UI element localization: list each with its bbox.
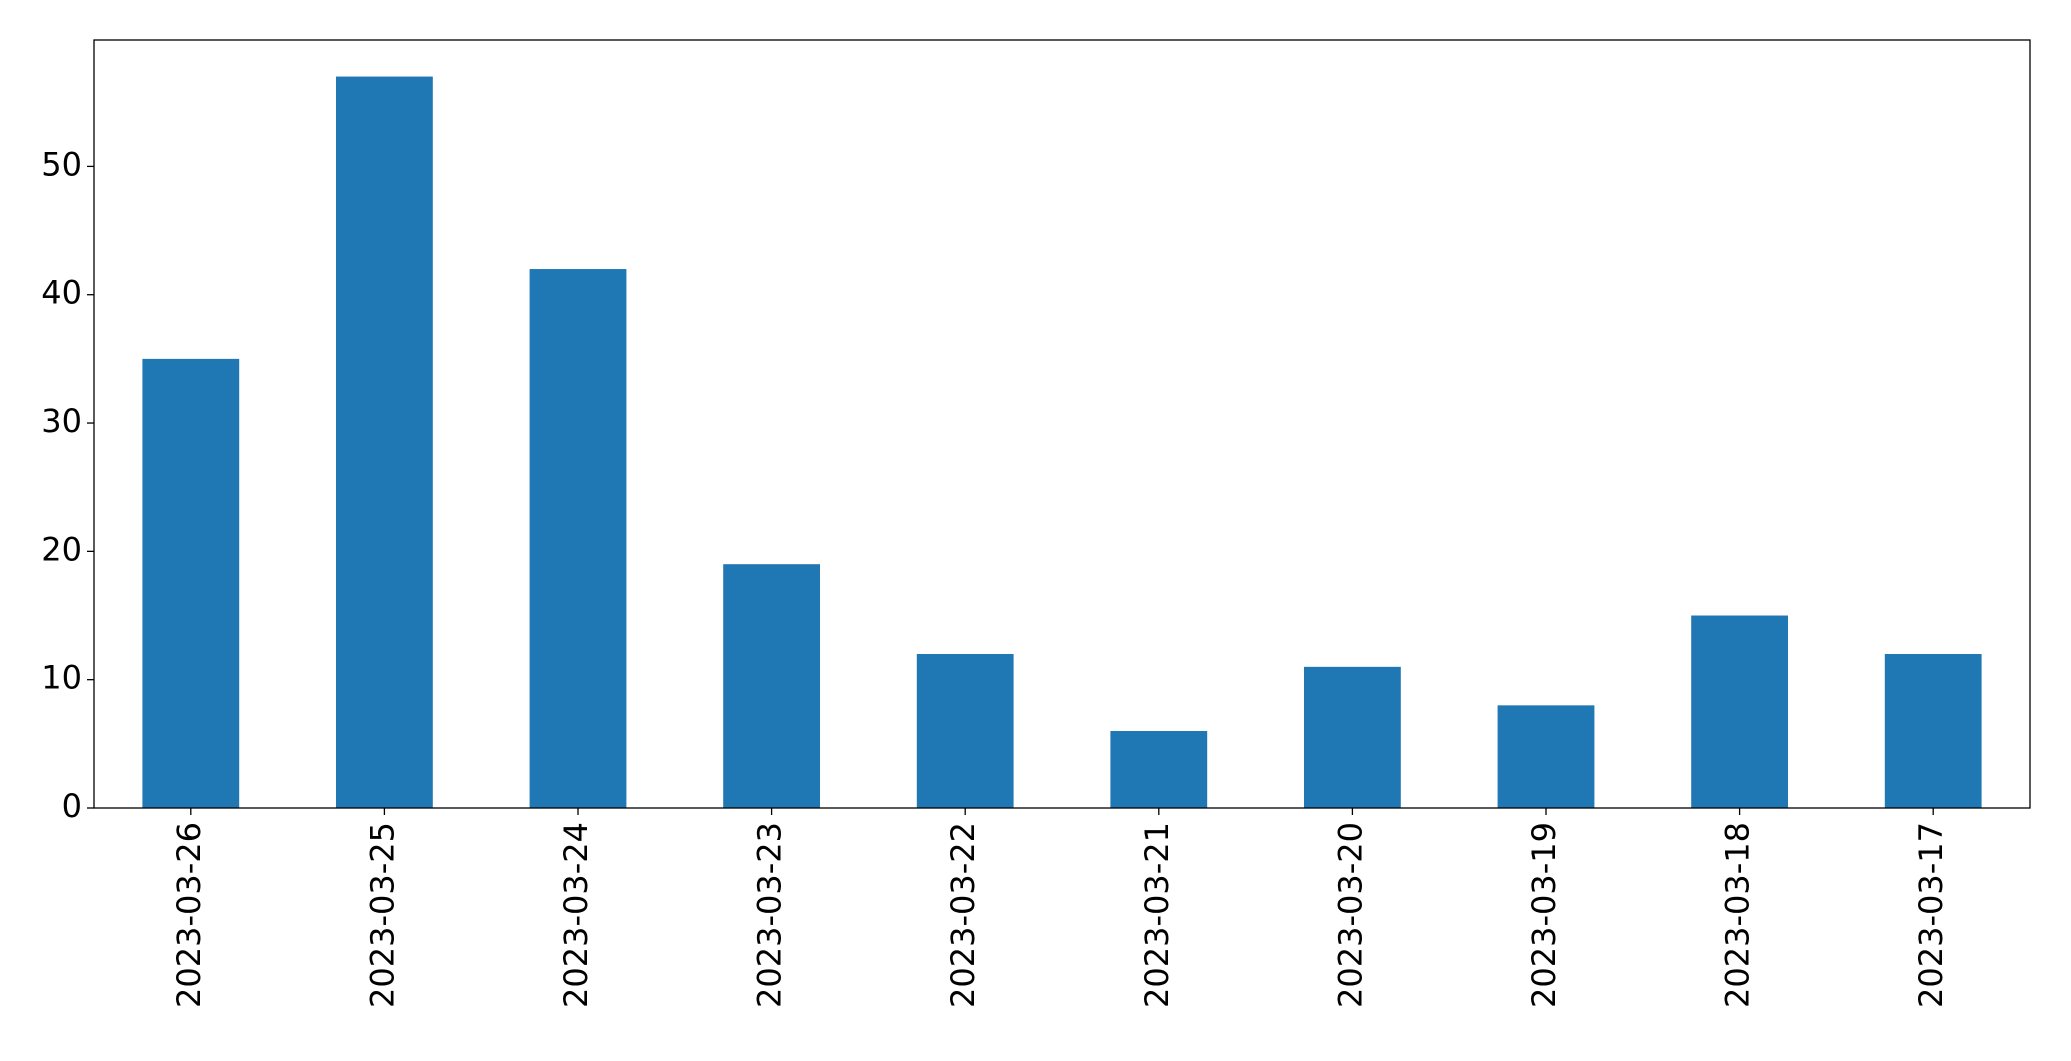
x-tick-label: 2023-03-18 [1719,822,1757,1008]
x-tick-label: 2023-03-25 [363,822,401,1008]
bar [1691,615,1788,808]
bar [1304,666,1401,808]
bar [142,358,240,808]
x-tick-label: 2023-03-21 [1138,822,1176,1008]
x-tick-label: 2023-03-17 [1912,822,1950,1008]
x-tick-label: 2023-03-23 [751,822,789,1008]
x-tick-label: 2023-03-20 [1331,822,1369,1008]
bar [723,564,820,808]
x-tick-label: 2023-03-19 [1525,822,1563,1008]
bar [336,76,433,809]
bar [529,269,627,809]
x-tick-label: 2023-03-26 [170,822,208,1008]
y-tick-label: 50 [41,145,82,183]
x-tick-label: 2023-03-22 [944,822,982,1008]
x-tick-label: 2023-03-24 [557,822,595,1008]
bar [1497,705,1595,808]
bar [916,654,1014,808]
y-tick-label: 40 [41,274,82,312]
y-tick-label: 0 [62,787,82,825]
bar [1110,731,1208,808]
plot-frame [93,39,2031,809]
y-tick-label: 20 [41,530,82,568]
bar [1884,654,1982,808]
y-tick-label: 30 [41,402,82,440]
y-tick-label: 10 [41,659,82,697]
